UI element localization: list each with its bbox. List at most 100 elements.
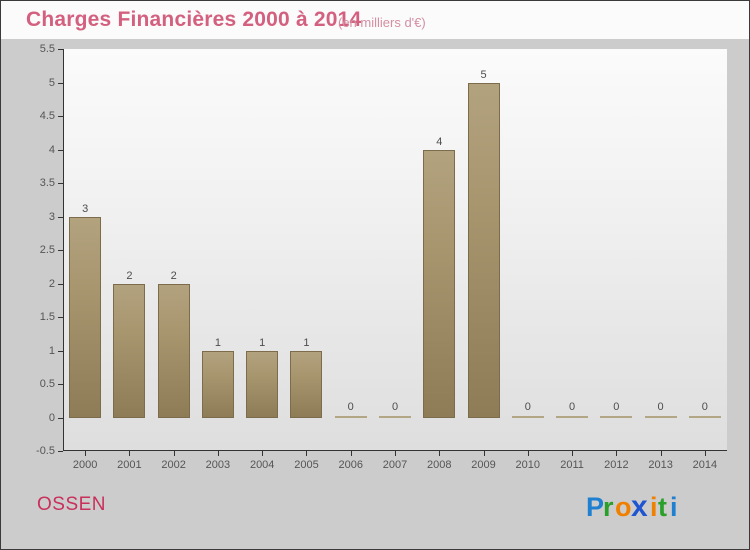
logo-letter-o-2: o — [615, 492, 632, 522]
x-axis-tick — [484, 451, 485, 456]
x-axis-tick-label: 2013 — [648, 459, 673, 471]
y-tick-label-holder: 5.5 — [40, 43, 64, 55]
bar-value-label: 2 — [126, 269, 133, 282]
bar-2014[interactable]: 0 — [688, 401, 721, 418]
logo-letter-x-3: x — [631, 490, 648, 523]
bar-2006[interactable]: 0 — [334, 401, 367, 418]
x-axis-tick — [351, 451, 352, 456]
y-axis-tick — [58, 250, 63, 251]
x-axis-tick — [439, 451, 440, 456]
logo-letter-i-4: i — [650, 492, 658, 522]
y-tick-label-holder: 3 — [49, 211, 64, 223]
x-axis-tick-label: 2003 — [205, 459, 231, 471]
bar-2012[interactable]: 0 — [600, 401, 633, 418]
bar-value-label: 5 — [480, 68, 487, 81]
y-axis-tick-label: 1.5 — [39, 311, 55, 323]
x-axis-tick-label: 2008 — [427, 459, 452, 471]
bar-2000[interactable]: 3 — [69, 203, 102, 418]
bar-value-label: 0 — [391, 400, 399, 413]
y-axis-tick-label: 3.5 — [39, 177, 55, 189]
bar-value-label: 0 — [569, 400, 576, 413]
y-axis-tick-label: 2 — [48, 277, 55, 290]
x-axis-tick — [129, 451, 130, 456]
bar-2010[interactable]: 0 — [511, 401, 544, 418]
y-axis-tick-label: 3 — [48, 210, 55, 223]
x-axis-tick-label: 2005 — [294, 459, 319, 471]
x-axis-tick — [705, 451, 706, 456]
x-axis-tick — [395, 451, 396, 456]
x-axis-tick-label: 2001 — [117, 459, 142, 471]
x-axis-tick — [661, 451, 662, 456]
bar-2003[interactable]: 1 — [201, 337, 234, 418]
y-axis-tick-label: 2.5 — [39, 244, 55, 256]
bar-2011[interactable]: 0 — [556, 401, 589, 418]
bar-2013[interactable]: 0 — [644, 401, 677, 418]
y-axis-tick — [58, 116, 63, 117]
bar-2005[interactable]: 1 — [290, 337, 323, 418]
x-axis-tick — [174, 451, 175, 456]
y-axis-tick — [58, 82, 63, 84]
proxiti-logo-svg: Pr o x i t i — [586, 490, 678, 523]
entity-name-label: OSSEN — [37, 494, 107, 515]
bar-value-label: 1 — [303, 336, 310, 349]
x-axis-tick-label: 2007 — [382, 459, 408, 471]
logo-letter-t-5: t — [658, 492, 667, 522]
y-axis-tick-label: 4 — [48, 143, 55, 156]
x-axis-tick — [528, 451, 529, 456]
y-tick-label-holder: 1.5 — [40, 311, 64, 323]
y-tick-label-holder: 5 — [49, 77, 64, 89]
y-axis-tick-label: 4.5 — [39, 110, 55, 122]
y-axis-tick — [58, 350, 63, 352]
x-axis-line — [63, 450, 727, 451]
y-tick-label-holder: 1 — [49, 345, 64, 357]
bar-value-label: 0 — [524, 400, 531, 413]
bar-2004[interactable]: 1 — [246, 337, 279, 418]
bar-2009[interactable]: 5 — [467, 69, 500, 418]
bar-value-label: 0 — [701, 400, 708, 413]
x-axis-tick-label: 2012 — [604, 459, 629, 471]
y-axis-line — [63, 49, 64, 451]
y-axis-tick-label: 5 — [48, 76, 55, 89]
y-tick-label-holder: 0.5 — [40, 378, 64, 390]
x-axis-tick-label: 2011 — [560, 459, 584, 471]
x-axis-tick-label: 2010 — [515, 459, 541, 471]
bar-value-label: 1 — [214, 336, 221, 349]
bar-value-label: 0 — [347, 400, 354, 413]
bar-value-label: 2 — [170, 269, 177, 282]
x-axis-tick — [218, 451, 219, 456]
x-axis-tick — [572, 451, 573, 456]
logo-letter-r-1: r — [603, 492, 614, 522]
y-axis-tick — [58, 417, 63, 419]
y-tick-label-holder: 2 — [49, 278, 64, 290]
y-axis-tick — [58, 183, 63, 184]
x-axis-tick — [85, 451, 86, 456]
bar-2001[interactable]: 2 — [113, 270, 146, 418]
y-axis-tick-label: 0 — [48, 411, 55, 424]
y-axis-tick-label: -0.5 — [36, 445, 55, 457]
y-tick-label-holder: 3.5 — [40, 177, 64, 189]
x-axis-tick-label: 2006 — [338, 459, 363, 471]
x-axis-tick-label: 2014 — [692, 459, 718, 471]
y-axis-tick — [58, 149, 63, 151]
logo-letter-i-6: i — [670, 492, 678, 522]
y-axis-tick — [58, 384, 63, 385]
chart-header: Charges Financières 2000 à 2014 (en mill… — [1, 1, 749, 39]
bar-value-label: 3 — [82, 202, 89, 215]
logo-letter-P-0: P — [586, 492, 604, 522]
page-title: Charges Financières 2000 à 2014 — [26, 8, 362, 31]
x-axis-tick — [306, 451, 307, 456]
chart-plot-area: -0.5 0 0.5 1 1.5 2 2.5 3 3.5 4 4.5 5 5.5 2000 2001 200… — [36, 43, 727, 471]
y-axis-tick — [58, 317, 63, 318]
bar-2008[interactable]: 4 — [423, 136, 456, 418]
y-axis-tick-label: 1 — [48, 344, 55, 357]
y-tick-label-holder: 4.5 — [40, 110, 64, 122]
y-tick-label-holder: 4 — [49, 144, 64, 156]
bar-2007[interactable]: 0 — [379, 401, 411, 418]
bar-2002[interactable]: 2 — [157, 270, 190, 418]
y-tick-label-holder: 0 — [49, 412, 64, 424]
x-axis-tick-label: 2002 — [161, 459, 186, 471]
bar-value-label: 1 — [259, 336, 266, 349]
x-axis-tick — [262, 451, 263, 456]
